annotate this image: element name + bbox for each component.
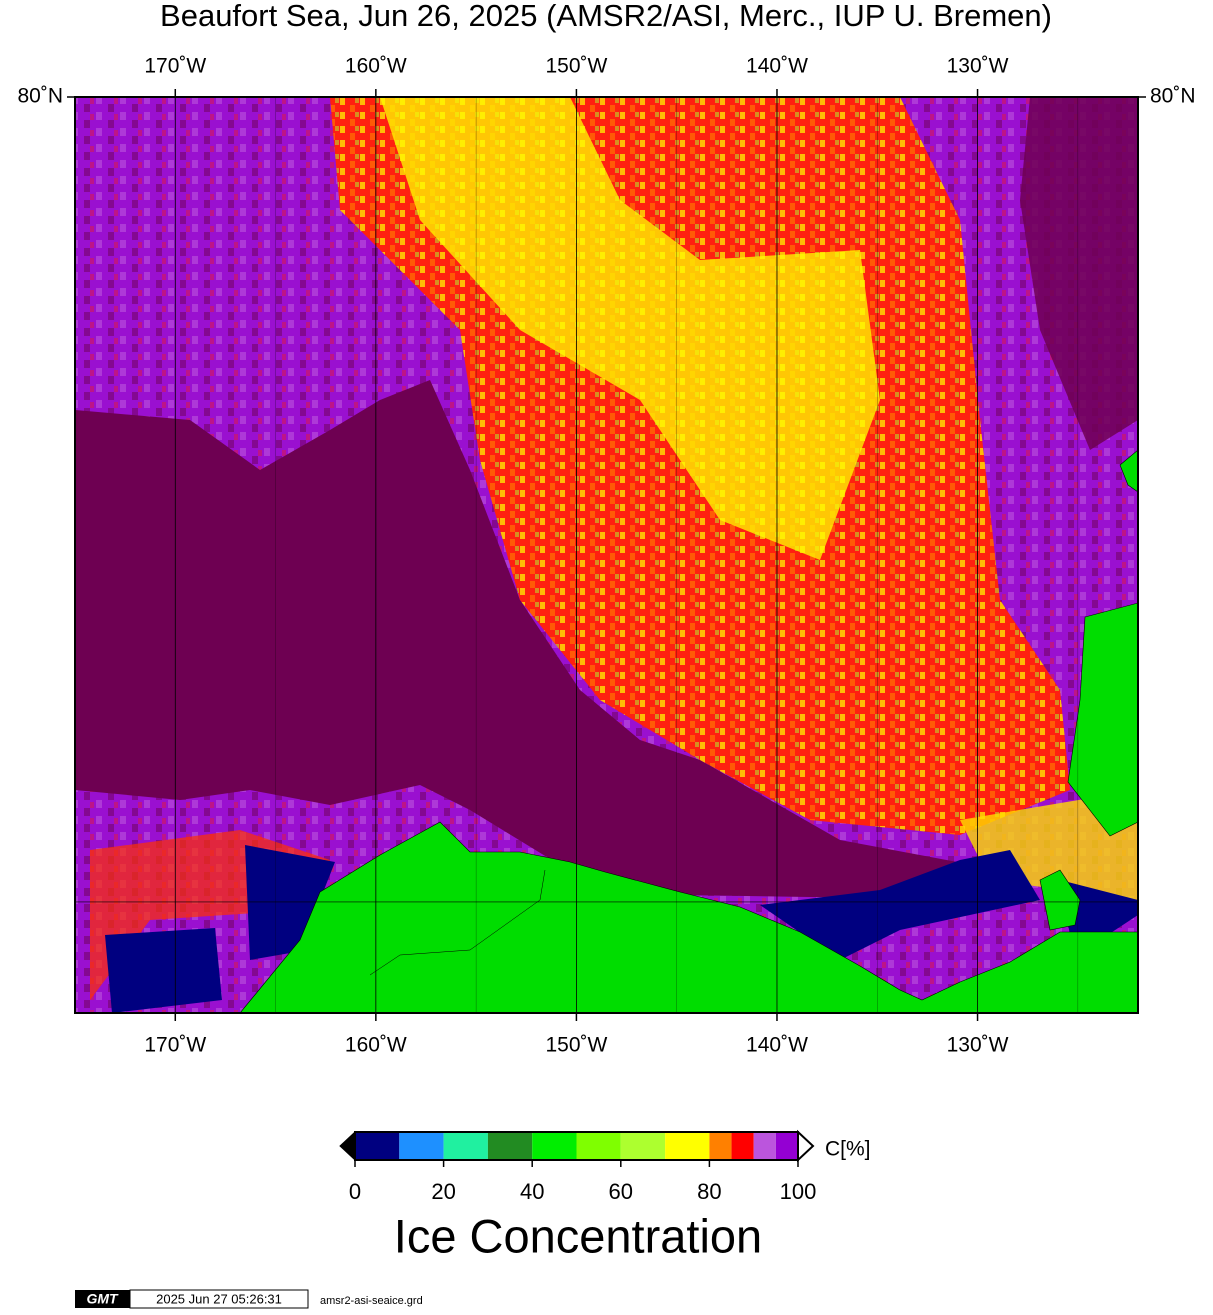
ice-raster — [75, 97, 1138, 1013]
lon-label-bottom: 150˚W — [545, 1034, 607, 1057]
colorbar-segment — [532, 1132, 577, 1160]
gmt-logo: GMT — [86, 1291, 119, 1307]
colorbar-frame — [354, 1131, 799, 1161]
map-title: Beaufort Sea, Jun 26, 2025 (AMSR2/ASI, M… — [160, 0, 1052, 33]
timestamp-box — [129, 1289, 309, 1309]
colorbar-segment — [355, 1132, 400, 1160]
gmt-logo-box — [75, 1290, 130, 1308]
land-border — [369, 869, 546, 976]
land-delta — [1039, 869, 1081, 931]
open-water-region — [1020, 97, 1138, 450]
colorbar-segment — [399, 1132, 444, 1160]
colorbar-segment — [731, 1132, 754, 1160]
colorbar-segment — [576, 1132, 621, 1160]
land-canada — [1067, 602, 1138, 837]
colorbar-segment — [487, 1132, 533, 1160]
lon-label-bottom: 140˚W — [746, 1034, 808, 1057]
colorbar-tick-label: 100 — [780, 1179, 817, 1204]
map-frame — [74, 96, 1139, 1014]
grid-filename: amsr2-asi-seaice.grd — [320, 1295, 423, 1307]
colorbar-segment — [753, 1132, 776, 1160]
open-water — [105, 928, 222, 1013]
lon-label-bottom: 160˚W — [345, 1034, 407, 1057]
graticule — [75, 97, 1138, 1013]
high-concentration-region — [380, 97, 880, 560]
lon-label-top: 160˚W — [345, 55, 407, 78]
colorbar-tick-label: 0 — [349, 1179, 361, 1204]
colorbar — [339, 1129, 815, 1163]
open-water — [760, 850, 1040, 960]
lat-label-left: 80˚N — [17, 85, 63, 108]
colorbar-segment — [775, 1132, 798, 1160]
colorbar-segment — [620, 1132, 666, 1160]
timestamp: 2025 Jun 27 05:26:31 — [156, 1291, 282, 1306]
colorbar-segment — [443, 1132, 488, 1160]
lon-label-bottom: 130˚W — [947, 1034, 1009, 1057]
colorbar-segment — [709, 1132, 732, 1160]
colorbar-under-triangle — [339, 1130, 356, 1162]
land-alaska — [239, 821, 1138, 1013]
open-water — [245, 845, 335, 960]
lat-label-right: 80˚N — [1150, 85, 1196, 108]
colorbar-tick-label: 60 — [609, 1179, 633, 1204]
lon-label-top: 140˚W — [746, 55, 808, 78]
colorbar-tick-label: 20 — [431, 1179, 455, 1204]
open-water — [1060, 880, 1138, 940]
open-water-region — [75, 380, 1000, 900]
colorbar-label: Ice Concentration — [394, 1209, 762, 1262]
lon-label-bottom: 170˚W — [144, 1034, 206, 1057]
colorbar-unit: C[%] — [825, 1138, 871, 1161]
lon-label-top: 170˚W — [144, 55, 206, 78]
lon-label-top: 150˚W — [545, 55, 607, 78]
land-island — [1119, 449, 1138, 493]
lon-label-top: 130˚W — [947, 55, 1009, 78]
colorbar-tick-label: 80 — [697, 1179, 721, 1204]
colorbar-over-triangle — [797, 1129, 815, 1163]
colorbar-segment — [665, 1132, 710, 1160]
colorbar-tick-label: 40 — [520, 1179, 544, 1204]
